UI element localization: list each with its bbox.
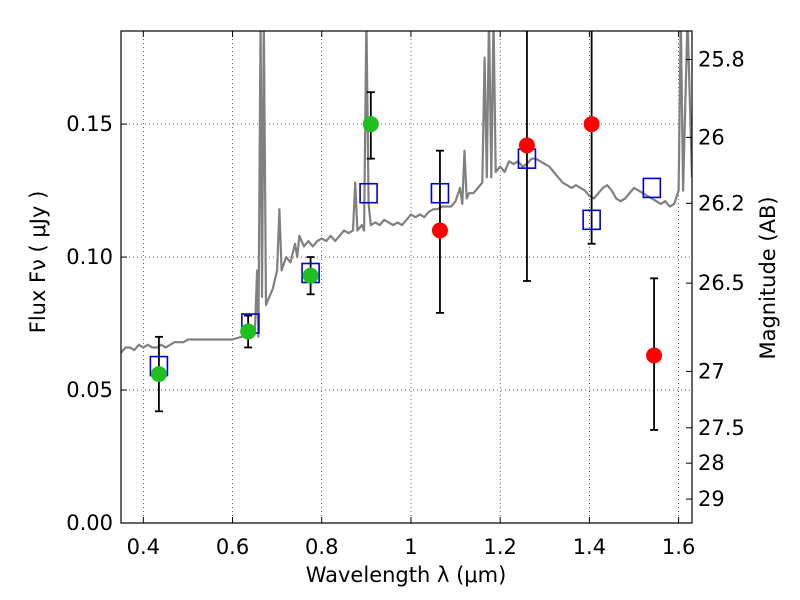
- right-axis-title: Magnitude (AB): [756, 196, 780, 359]
- photometry-point: [362, 116, 379, 133]
- right-tick-label: 26.5: [698, 271, 745, 295]
- photometry-point: [240, 323, 257, 340]
- y-tick-label: 0.15: [66, 112, 113, 136]
- plot-frame: [120, 30, 693, 524]
- y-axis-title: Flux Fν ( μJy ): [26, 191, 50, 334]
- model-flux-box: [430, 182, 450, 204]
- right-tick-label: 25.8: [698, 47, 745, 71]
- model-flux-box: [582, 209, 601, 231]
- model-flux-box: [642, 177, 662, 199]
- y-axis-ticks: 0.00 0.05 0.10 0.15: [66, 112, 127, 535]
- x-tick-label: 1.4: [573, 535, 606, 559]
- x-tick-label: 1: [404, 535, 417, 559]
- y-tick-label: 0.10: [66, 245, 113, 269]
- y-tick-label: 0.05: [66, 378, 113, 402]
- x-tick-label: 0.6: [216, 535, 249, 559]
- photometry-point: [583, 116, 600, 133]
- x-tick-label: 1.2: [483, 535, 516, 559]
- right-tick-label: 28: [698, 451, 725, 475]
- y-tick-label: 0.00: [66, 511, 113, 535]
- x-tick-label: 0.4: [127, 535, 160, 559]
- plot-background: [121, 31, 692, 523]
- photometry-point: [518, 137, 535, 154]
- photometry-point: [302, 267, 319, 284]
- x-tick-label: 1.6: [662, 535, 695, 559]
- right-tick-label: 26.2: [698, 191, 745, 215]
- photometry-point: [150, 366, 167, 383]
- photometry-point: [431, 222, 448, 239]
- photometry-points: [150, 116, 663, 383]
- right-tick-label: 26: [698, 125, 725, 149]
- right-tick-label: 27.5: [698, 416, 745, 440]
- x-tick-label: 0.8: [305, 535, 338, 559]
- x-axis-ticks: 0.4 0.6 0.8 1 1.2 1.4 1.6: [127, 31, 695, 559]
- photometry-point: [646, 347, 663, 364]
- right-tick-label: 27: [698, 359, 725, 383]
- right-tick-label: 29: [698, 487, 725, 511]
- model-flux-box: [359, 182, 378, 204]
- right-axis-ticks: 25.8 26 26.2 26.5 27 27.5 28 29: [686, 47, 745, 511]
- x-axis-title: Wavelength λ (μm): [306, 563, 507, 587]
